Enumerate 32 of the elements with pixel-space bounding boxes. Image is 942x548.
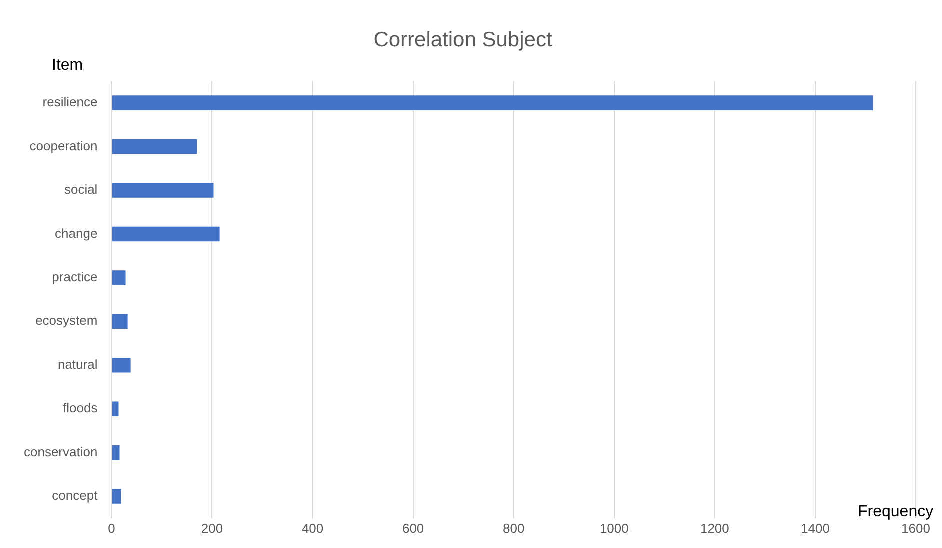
y-tick-label: social <box>64 182 98 198</box>
bar <box>112 445 120 460</box>
x-tick-label: 1000 <box>600 520 629 536</box>
chart-title: Correlation Subject <box>374 28 552 52</box>
bar <box>112 96 874 110</box>
y-tick-label: change <box>55 226 98 241</box>
y-axis-title: Item <box>52 57 84 74</box>
x-tick-label: 1200 <box>700 520 730 536</box>
y-tick-label: natural <box>58 356 98 372</box>
bar <box>112 489 122 504</box>
x-tick-label: 600 <box>402 520 424 536</box>
bar <box>112 183 214 198</box>
y-tick-label: cooperation <box>30 138 98 154</box>
bar <box>112 270 126 286</box>
bar <box>112 402 119 416</box>
y-tick-label: practice <box>52 270 98 285</box>
y-tick-label: resilience <box>42 94 98 110</box>
x-tick-label: 1400 <box>801 520 830 536</box>
bar <box>112 139 198 154</box>
x-tick-label: 200 <box>201 520 224 536</box>
y-tick-label: conservation <box>24 444 98 460</box>
x-tick-label: 1600 <box>902 520 930 536</box>
bar <box>112 314 128 330</box>
x-tick-label: 0 <box>108 520 116 536</box>
bar <box>112 358 131 373</box>
y-tick-label: concept <box>52 488 98 504</box>
y-tick-label: ecosystem <box>36 313 98 328</box>
x-tick-label: 800 <box>503 520 525 536</box>
bar <box>112 226 220 242</box>
x-tick-label: 400 <box>302 520 324 536</box>
x-axis-title: Frequency <box>858 503 934 520</box>
y-tick-label: floods <box>63 400 98 416</box>
